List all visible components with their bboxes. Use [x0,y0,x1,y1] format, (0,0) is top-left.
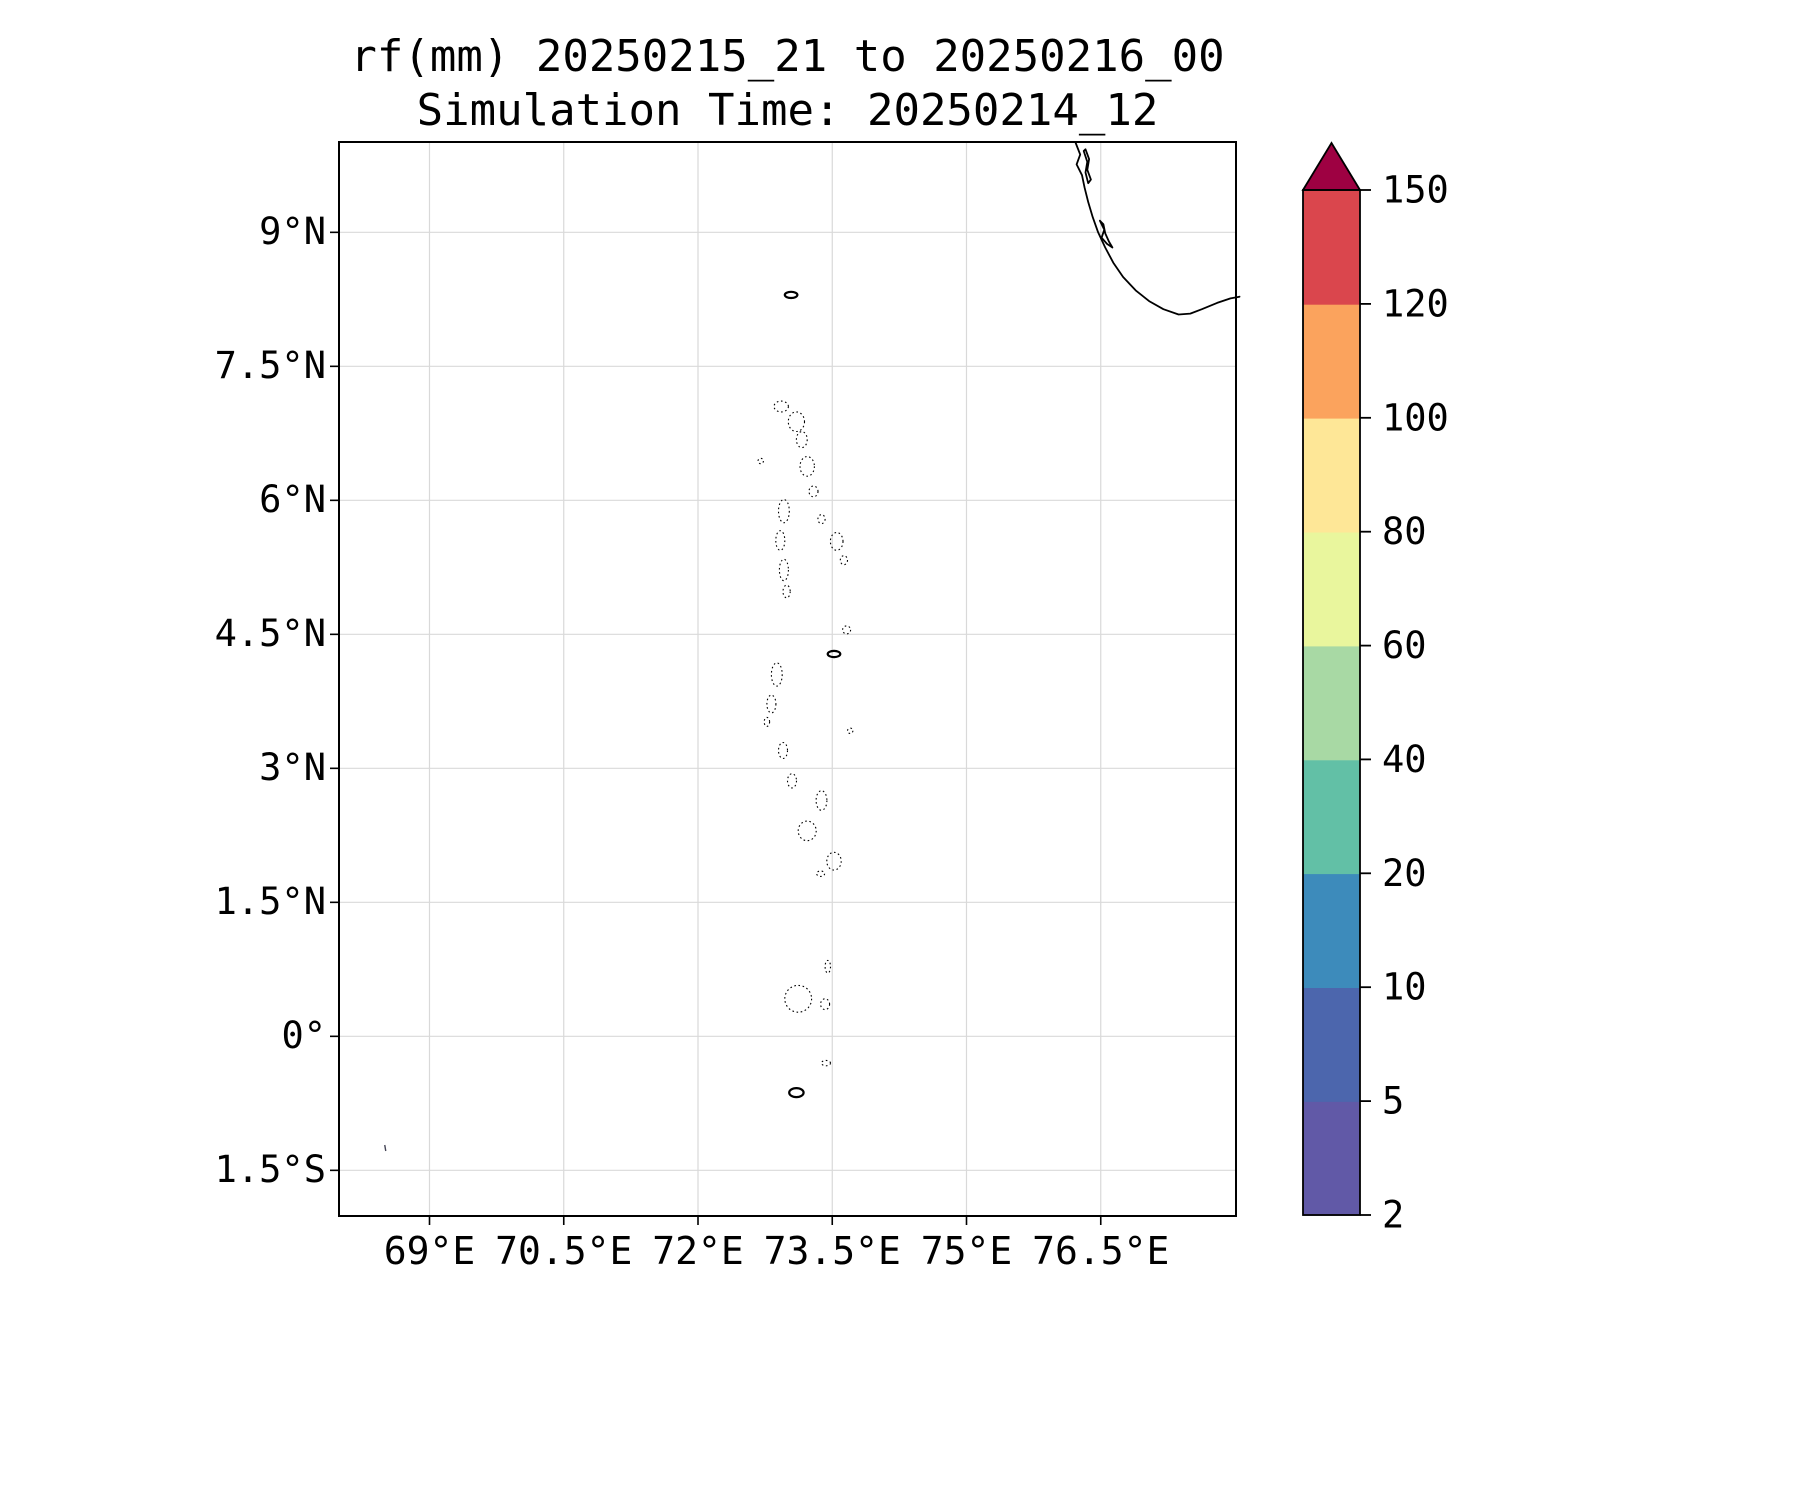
x-tick-label: 73.5°E [763,1229,901,1273]
atoll-outline [826,851,842,871]
y-tick-label: 4.5°N [214,612,326,656]
atoll-outline [763,716,771,727]
atoll-outline [820,1059,832,1067]
atoll-outline [786,773,798,789]
colorbar-tick-label: 120 [1382,282,1449,325]
atoll-outline [795,431,808,449]
x-tick-label: 69°E [383,1229,476,1273]
atoll-outline [770,662,783,687]
islet-mark [384,1144,387,1152]
atoll-outline [846,727,854,735]
atoll-outline [824,959,832,974]
y-tick-label: 1.5°N [214,880,326,924]
y-tick-label: 0° [281,1014,326,1058]
atoll-outline [839,555,849,566]
colorbar-tick-label: 40 [1382,738,1427,781]
atoll-outline [797,820,817,842]
atoll-outline [777,498,790,524]
figure-title: rf(mm) 20250215_21 to 20250216_00 [350,31,1225,82]
colorbar-tick-label: 5 [1382,1080,1404,1123]
colorbar-tick-label: 10 [1382,966,1427,1009]
atoll-outline [842,625,852,635]
colorbar-segment [1303,759,1360,875]
y-tick-label: 1.5°S [214,1148,326,1192]
colorbar-segment [1303,987,1360,1102]
atoll-outline [829,531,844,551]
y-tick-label: 3°N [259,746,326,790]
colorbar-tick-label: 80 [1382,510,1427,553]
atoll-outline [788,1086,805,1099]
colorbar-segment [1303,1101,1360,1216]
atoll-outline [808,485,819,498]
atoll-outline [773,400,789,413]
colorbar-segment [1303,190,1360,305]
atoll-outline [826,649,842,659]
atoll-outline [757,457,764,465]
colorbar-segment [1303,873,1360,988]
colorbar-extend-triangle [1301,141,1362,191]
x-tick-label: 72°E [652,1229,744,1273]
map-canvas [330,142,1241,1225]
colorbar-tick-label: 100 [1382,396,1449,439]
atoll-outline [815,790,828,811]
coastline-path [1099,219,1114,249]
map-plot-area [330,141,1241,1225]
y-tick-label: 9°N [259,210,326,254]
colorbar-segment [1303,645,1360,761]
y-tick-label: 7.5°N [214,344,326,388]
atoll-outline [784,984,813,1013]
coastline-path [1074,142,1241,316]
colorbar-tick-label: 60 [1382,624,1427,667]
colorbar-segment [1303,303,1360,419]
figure-subtitle: Simulation Time: 20250214_12 [416,85,1159,136]
x-tick-label: 75°E [920,1229,1013,1273]
atoll-outline [816,870,826,877]
colorbar-segment [1303,531,1360,647]
atoll-outline [783,290,799,300]
colorbar-canvas: 2 5 10 20 40 60 80 100 120 150 [1301,141,1449,1237]
colorbar-outline [1302,189,1361,1216]
atoll-outline [775,530,786,551]
colorbar-segment [1303,417,1360,533]
coastline-path [1082,148,1092,185]
atoll-outline [782,584,791,599]
colorbar-tick-label: 2 [1382,1194,1404,1237]
x-tick-label: 76.5°E [1032,1229,1170,1273]
x-tick-label: 70.5°E [495,1229,633,1273]
atoll-outline [817,514,826,525]
atoll-outline [766,694,777,714]
atoll-outline [787,411,806,433]
colorbar-tick-label: 150 [1382,169,1449,212]
atoll-outline [777,741,789,760]
y-tick-label: 6°N [259,478,326,522]
atoll-outline [778,558,789,582]
atoll-outline [799,456,815,477]
colorbar: 2 5 10 20 40 60 80 100 120 150 [1301,141,1543,1237]
colorbar-tick-label: 20 [1382,852,1427,895]
atoll-outline [820,998,831,1011]
